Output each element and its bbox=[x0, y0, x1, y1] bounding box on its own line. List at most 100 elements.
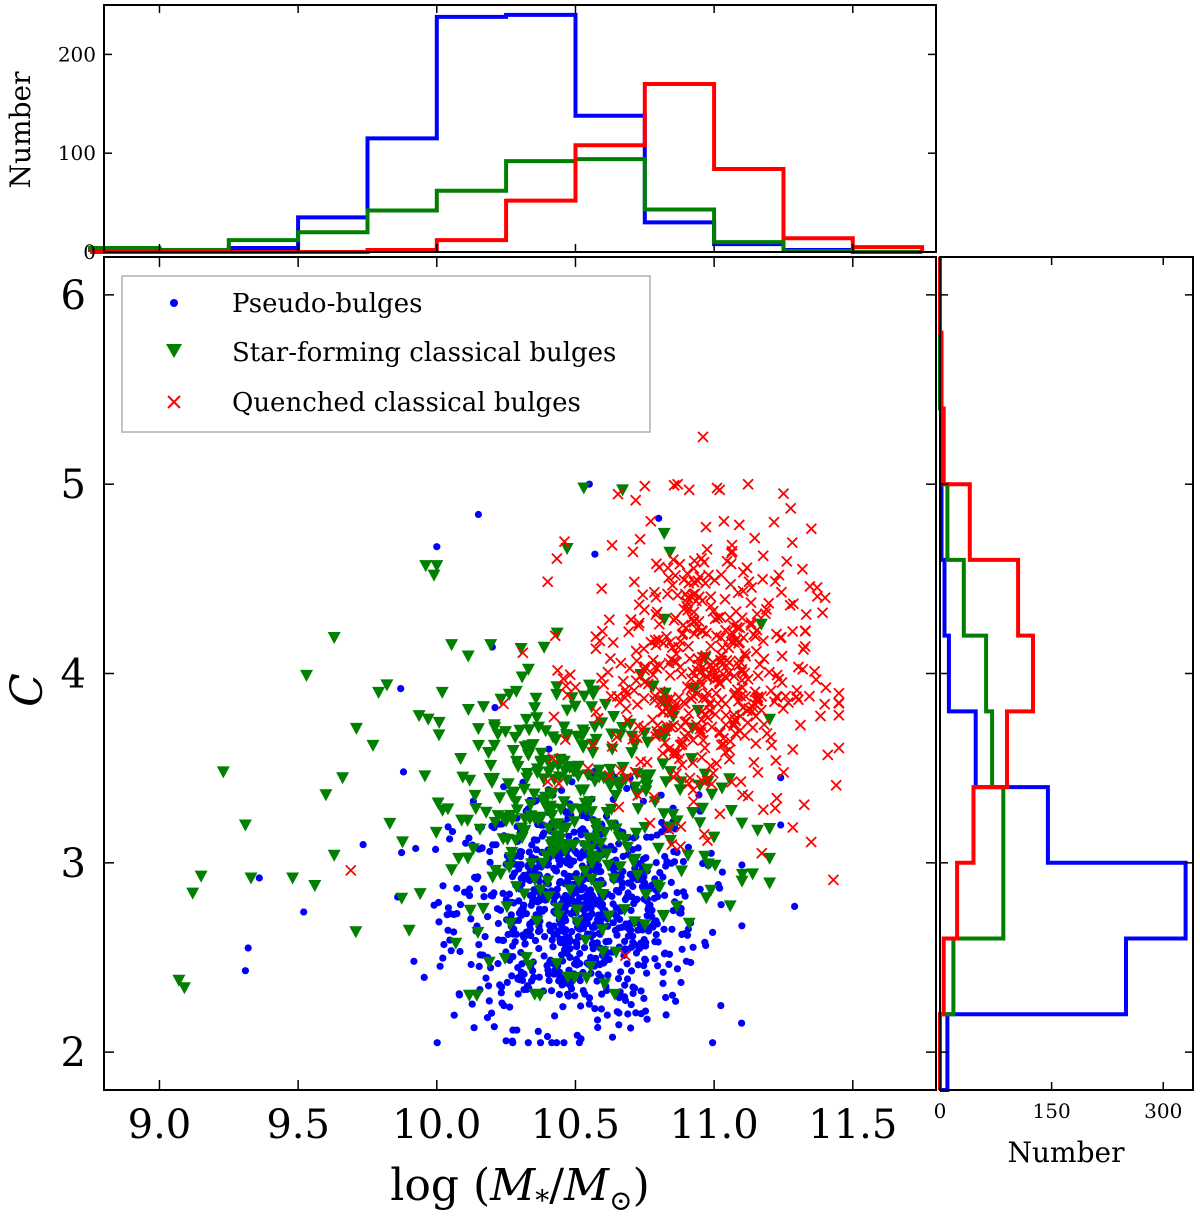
legend-label: Star-forming classical bulges bbox=[232, 338, 616, 368]
point-star-forming-classical bbox=[590, 825, 604, 837]
point-star-forming-classical bbox=[609, 790, 623, 802]
point-pseudo-bulge bbox=[591, 1005, 599, 1013]
point-pseudo-bulge bbox=[670, 848, 678, 856]
point-pseudo-bulge bbox=[531, 937, 540, 945]
point-star-forming-classical bbox=[445, 864, 459, 877]
point-pseudo-bulge bbox=[515, 909, 524, 917]
point-quenched-classical bbox=[792, 661, 805, 673]
legend-item-quenched: Quenched classical bulges bbox=[167, 388, 581, 418]
point-star-forming-classical bbox=[763, 877, 777, 890]
point-star-forming-classical bbox=[576, 739, 590, 752]
point-star-forming-classical bbox=[421, 713, 435, 726]
point-pseudo-bulge bbox=[521, 940, 529, 948]
point-pseudo-bulge bbox=[593, 1016, 602, 1024]
right-histogram-step-line bbox=[938, 257, 1035, 1090]
point-pseudo-bulge bbox=[574, 960, 582, 968]
point-star-forming-classical bbox=[238, 819, 252, 832]
point-pseudo-bulge bbox=[661, 891, 669, 900]
point-pseudo-bulge bbox=[484, 913, 492, 921]
point-pseudo-bulge bbox=[662, 993, 670, 1002]
point-pseudo-bulge bbox=[532, 846, 541, 854]
point-star-forming-classical bbox=[461, 704, 475, 716]
point-pseudo-bulge bbox=[642, 854, 650, 862]
point-star-forming-classical bbox=[607, 873, 621, 886]
point-pseudo-bulge bbox=[662, 862, 670, 870]
point-pseudo-bulge bbox=[490, 889, 498, 897]
point-pseudo-bulge bbox=[683, 931, 692, 939]
point-pseudo-bulge bbox=[597, 1005, 606, 1013]
point-pseudo-bulge bbox=[702, 941, 710, 950]
point-star-forming-classical bbox=[640, 863, 654, 876]
point-star-forming-classical bbox=[482, 747, 495, 759]
point-pseudo-bulge bbox=[641, 955, 649, 963]
point-pseudo-bulge bbox=[535, 973, 543, 981]
point-star-forming-classical bbox=[560, 774, 574, 787]
point-pseudo-bulge bbox=[673, 889, 681, 897]
point-pseudo-bulge bbox=[681, 892, 689, 900]
point-quenched-classical bbox=[547, 752, 559, 764]
point-pseudo-bulge bbox=[640, 879, 649, 887]
point-pseudo-bulge bbox=[535, 944, 543, 953]
point-star-forming-classical bbox=[502, 688, 516, 701]
point-pseudo-bulge bbox=[678, 945, 686, 953]
point-pseudo-bulge bbox=[486, 847, 494, 856]
point-pseudo-bulge bbox=[509, 1039, 517, 1047]
point-star-forming-classical bbox=[519, 713, 533, 726]
point-quenched-classical bbox=[606, 740, 618, 753]
point-quenched-classical bbox=[786, 625, 799, 638]
point-star-forming-classical bbox=[601, 859, 615, 872]
point-quenched-classical bbox=[742, 478, 754, 490]
point-star-forming-classical bbox=[570, 730, 584, 743]
point-pseudo-bulge bbox=[551, 1012, 559, 1020]
point-pseudo-bulge bbox=[534, 927, 543, 936]
point-quenched-classical bbox=[712, 612, 724, 624]
point-quenched-classical bbox=[605, 690, 617, 702]
point-star-forming-classical bbox=[681, 849, 695, 862]
point-pseudo-bulge bbox=[608, 1033, 617, 1041]
right-x-tick-label: 300 bbox=[1144, 1099, 1182, 1123]
point-quenched-classical bbox=[750, 737, 762, 750]
point-pseudo-bulge bbox=[643, 833, 651, 841]
point-pseudo-bulge bbox=[591, 550, 599, 558]
point-quenched-classical bbox=[650, 591, 662, 603]
point-star-forming-classical bbox=[507, 786, 521, 799]
point-star-forming-classical bbox=[461, 650, 475, 663]
point-quenched-classical bbox=[735, 775, 747, 788]
point-pseudo-bulge bbox=[585, 1000, 593, 1008]
point-quenched-classical bbox=[632, 789, 644, 802]
point-star-forming-classical bbox=[587, 685, 601, 698]
point-star-forming-classical bbox=[412, 710, 426, 723]
right-x-tick-label: 0 bbox=[934, 1099, 947, 1123]
point-quenched-classical bbox=[681, 567, 693, 580]
point-pseudo-bulge bbox=[595, 970, 603, 978]
point-pseudo-bulge bbox=[583, 814, 591, 822]
point-quenched-classical bbox=[726, 776, 738, 788]
point-pseudo-bulge bbox=[513, 1026, 521, 1034]
point-pseudo-bulge bbox=[508, 942, 517, 950]
point-star-forming-classical bbox=[510, 804, 524, 817]
point-quenched-classical bbox=[740, 650, 752, 662]
right-histogram-frame bbox=[939, 256, 1194, 1091]
x-tick-label: 11.5 bbox=[808, 1102, 897, 1148]
point-pseudo-bulge bbox=[596, 902, 605, 910]
point-star-forming-classical bbox=[327, 849, 341, 862]
point-pseudo-bulge bbox=[682, 957, 691, 965]
point-quenched-classical bbox=[750, 710, 762, 722]
point-pseudo-bulge bbox=[559, 1003, 567, 1011]
point-quenched-classical bbox=[606, 539, 618, 551]
point-pseudo-bulge bbox=[572, 870, 581, 878]
point-star-forming-classical bbox=[577, 690, 591, 703]
point-pseudo-bulge bbox=[611, 926, 620, 935]
point-star-forming-classical bbox=[616, 722, 630, 734]
legend-item-pseudo-bulges: Pseudo-bulges bbox=[170, 289, 422, 319]
point-quenched-classical bbox=[553, 777, 565, 790]
point-star-forming-classical bbox=[602, 773, 616, 786]
point-pseudo-bulge bbox=[655, 514, 663, 522]
point-pseudo-bulge bbox=[588, 940, 596, 948]
point-quenched-classical bbox=[560, 680, 572, 692]
point-pseudo-bulge bbox=[505, 890, 514, 898]
point-pseudo-bulge bbox=[525, 848, 533, 856]
point-pseudo-bulge bbox=[432, 845, 440, 854]
point-pseudo-bulge bbox=[597, 867, 605, 876]
point-star-forming-classical bbox=[685, 753, 698, 766]
